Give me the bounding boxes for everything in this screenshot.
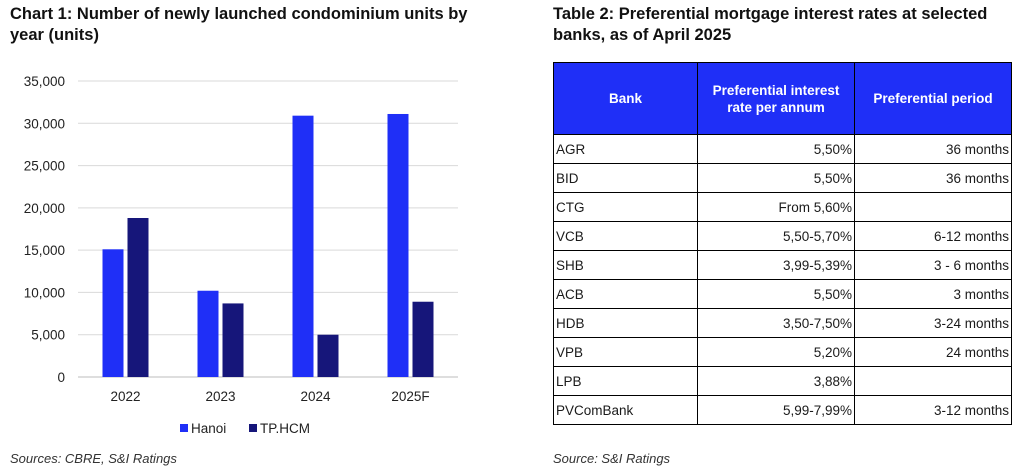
table-row: HDB 3,50-7,50% 3-24 months [553, 308, 1012, 338]
y-tick-label: 15,000 [24, 243, 65, 258]
x-tick-label: 2022 [110, 389, 140, 404]
chart-source: Sources: CBRE, S&I Ratings [10, 451, 177, 466]
x-tick-label: 2025F [391, 389, 429, 404]
table-row: AGR 5,50% 36 months [553, 134, 1012, 164]
y-tick-label: 30,000 [24, 116, 65, 131]
interest-rate-table: Bank Preferential interest rate per annu… [553, 62, 1012, 425]
bar-chart: 0 5,000 10,000 15,000 20,000 25,000 30,000 35,0… [24, 74, 458, 436]
table-header-row: Bank Preferential interest rate per annu… [553, 62, 1012, 135]
rate-cell: 3,50-7,50% [697, 308, 855, 338]
bank-cell: PVComBank [553, 395, 698, 425]
table-row: SHB 3,99-5,39% 3 - 6 months [553, 250, 1012, 280]
table-row: LPB 3,88% [553, 366, 1012, 396]
rate-cell: 5,50-5,70% [697, 221, 855, 251]
y-tick-label: 0 [57, 370, 65, 385]
period-cell [854, 192, 1012, 222]
rate-cell: 5,50% [697, 134, 855, 164]
bank-column-header: Bank [553, 62, 698, 135]
bar-tp-hcm [317, 334, 339, 377]
bar-hanoi [197, 290, 219, 377]
y-tick-label: 20,000 [24, 201, 65, 216]
bar-hanoi [292, 115, 314, 377]
bank-cell: BID [553, 163, 698, 193]
chart-title: Chart 1: Number of newly launched condom… [10, 5, 468, 44]
rate-cell: 3,99-5,39% [697, 250, 855, 280]
bar-tp-hcm [222, 303, 244, 377]
table-row: PVComBank 5,99-7,99% 3-12 months [553, 395, 1012, 425]
period-cell: 3-12 months [854, 395, 1012, 425]
bank-cell: HDB [553, 308, 698, 338]
legend-swatch [249, 424, 257, 432]
table-source: Source: S&I Ratings [553, 451, 671, 466]
y-tick-label: 10,000 [24, 285, 65, 300]
period-cell: 36 months [854, 134, 1012, 164]
bar-tp-hcm [412, 301, 434, 377]
table-row: CTG From 5,60% [553, 192, 1012, 222]
bar-tp-hcm [127, 218, 149, 377]
table-row: BID 5,50% 36 months [553, 163, 1012, 193]
rate-cell: From 5,60% [697, 192, 855, 222]
y-tick-label: 5,000 [31, 328, 65, 343]
bank-cell: VPB [553, 337, 698, 367]
legend-swatch [180, 424, 188, 432]
rate-cell: 5,50% [697, 279, 855, 309]
y-tick-label: 35,000 [24, 74, 65, 89]
x-tick-label: 2023 [205, 389, 235, 404]
table-row: ACB 5,50% 3 months [553, 279, 1012, 309]
period-cell: 3 - 6 months [854, 250, 1012, 280]
rate-cell: 5,50% [697, 163, 855, 193]
rate-cell: 3,88% [697, 366, 855, 396]
legend-label: TP.HCM [260, 421, 310, 436]
period-cell [854, 366, 1012, 396]
bar-hanoi [102, 249, 124, 377]
bank-cell: AGR [553, 134, 698, 164]
bank-cell: ACB [553, 279, 698, 309]
bank-cell: SHB [553, 250, 698, 280]
period-cell: 6-12 months [854, 221, 1012, 251]
table-title: Table 2: Preferential mortgage interest … [553, 5, 988, 44]
legend-label: Hanoi [191, 421, 226, 436]
x-tick-label: 2024 [300, 389, 331, 404]
period-cell: 3 months [854, 279, 1012, 309]
bank-cell: CTG [553, 192, 698, 222]
table-row: VPB 5,20% 24 months [553, 337, 1012, 367]
bank-cell: LPB [553, 366, 698, 396]
bank-cell: VCB [553, 221, 698, 251]
rate-column-header: Preferential interest rate per annum [697, 62, 855, 135]
rate-cell: 5,20% [697, 337, 855, 367]
period-cell: 24 months [854, 337, 1012, 367]
table-row: VCB 5,50-5,70% 6-12 months [553, 221, 1012, 251]
period-column-header: Preferential period [854, 62, 1012, 135]
rate-cell: 5,99-7,99% [697, 395, 855, 425]
period-cell: 3-24 months [854, 308, 1012, 338]
y-tick-label: 25,000 [24, 159, 65, 174]
period-cell: 36 months [854, 163, 1012, 193]
bar-hanoi [387, 113, 409, 378]
